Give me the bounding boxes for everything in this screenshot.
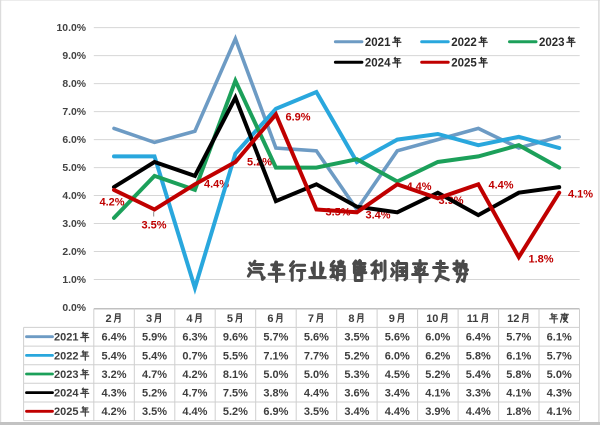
svg-text:5.2%: 5.2% xyxy=(142,388,167,400)
svg-text:7.0%: 7.0% xyxy=(62,107,86,118)
svg-text:4.1%: 4.1% xyxy=(568,188,593,200)
svg-text:9.0%: 9.0% xyxy=(62,51,86,62)
svg-text:4.0%: 4.0% xyxy=(62,191,86,202)
svg-text:6.9%: 6.9% xyxy=(263,406,288,418)
svg-text:6.1%: 6.1% xyxy=(506,350,531,362)
svg-text:4.4%: 4.4% xyxy=(488,179,513,191)
svg-text:3.6%: 3.6% xyxy=(344,388,369,400)
svg-text:6.4%: 6.4% xyxy=(101,332,126,344)
svg-text:5.7%: 5.7% xyxy=(547,350,572,362)
svg-text:7: 7 xyxy=(308,313,314,325)
svg-text:0.7%: 0.7% xyxy=(182,350,207,362)
svg-text:5.6%: 5.6% xyxy=(304,332,329,344)
svg-text:8: 8 xyxy=(348,313,354,325)
svg-text:3.5%: 3.5% xyxy=(344,332,369,344)
svg-text:3.0%: 3.0% xyxy=(62,219,86,230)
svg-text:2025: 2025 xyxy=(54,406,78,418)
svg-text:5: 5 xyxy=(227,313,233,325)
svg-text:7.1%: 7.1% xyxy=(263,350,288,362)
svg-text:4.3%: 4.3% xyxy=(101,388,126,400)
svg-text:5.0%: 5.0% xyxy=(547,369,572,381)
svg-text:6.0%: 6.0% xyxy=(385,350,410,362)
svg-text:2024: 2024 xyxy=(365,57,391,69)
svg-text:2024: 2024 xyxy=(54,388,79,400)
svg-text:5.2%: 5.2% xyxy=(344,350,369,362)
svg-text:6.0%: 6.0% xyxy=(62,135,86,146)
svg-text:4.2%: 4.2% xyxy=(99,196,124,208)
svg-text:4.1%: 4.1% xyxy=(425,388,450,400)
svg-text:5.6%: 5.6% xyxy=(385,332,410,344)
svg-text:7.5%: 7.5% xyxy=(223,388,248,400)
svg-text:5.5%: 5.5% xyxy=(223,350,248,362)
svg-text:3.3%: 3.3% xyxy=(466,388,491,400)
svg-text:4.4%: 4.4% xyxy=(466,406,491,418)
svg-text:2025: 2025 xyxy=(451,57,477,69)
svg-text:4.2%: 4.2% xyxy=(182,369,207,381)
svg-text:4.7%: 4.7% xyxy=(142,369,167,381)
svg-text:5.2%: 5.2% xyxy=(425,369,450,381)
svg-text:5.8%: 5.8% xyxy=(506,369,531,381)
svg-text:5.4%: 5.4% xyxy=(142,350,167,362)
svg-text:4.4%: 4.4% xyxy=(182,406,207,418)
svg-text:8.1%: 8.1% xyxy=(223,369,248,381)
svg-text:6.3%: 6.3% xyxy=(182,332,207,344)
svg-text:4: 4 xyxy=(186,313,193,325)
svg-text:3.5%: 3.5% xyxy=(142,406,167,418)
svg-text:5.0%: 5.0% xyxy=(304,369,329,381)
svg-text:3: 3 xyxy=(146,313,152,325)
svg-text:5.2%: 5.2% xyxy=(223,406,248,418)
svg-text:4.1%: 4.1% xyxy=(547,406,572,418)
svg-text:10.0%: 10.0% xyxy=(57,23,86,34)
svg-text:2021: 2021 xyxy=(54,332,78,344)
svg-text:2022: 2022 xyxy=(451,37,477,49)
svg-text:3.5%: 3.5% xyxy=(304,406,329,418)
svg-text:5.7%: 5.7% xyxy=(263,332,288,344)
svg-text:8.0%: 8.0% xyxy=(62,79,86,90)
svg-text:4.1%: 4.1% xyxy=(506,388,531,400)
svg-text:4.4%: 4.4% xyxy=(204,178,229,190)
svg-text:5.7%: 5.7% xyxy=(506,332,531,344)
svg-text:5.4%: 5.4% xyxy=(101,350,126,362)
svg-text:9.6%: 9.6% xyxy=(223,332,248,344)
svg-text:5.0%: 5.0% xyxy=(62,163,86,174)
svg-text:2.0%: 2.0% xyxy=(62,247,86,258)
svg-text:7.7%: 7.7% xyxy=(304,350,329,362)
svg-text:10: 10 xyxy=(426,313,438,325)
svg-text:12: 12 xyxy=(507,313,519,325)
svg-text:1.8%: 1.8% xyxy=(528,253,553,265)
svg-text:5.8%: 5.8% xyxy=(466,350,491,362)
svg-text:11: 11 xyxy=(467,313,479,325)
svg-text:3.5%: 3.5% xyxy=(141,219,166,231)
svg-text:4.2%: 4.2% xyxy=(101,406,126,418)
svg-text:4.4%: 4.4% xyxy=(385,406,410,418)
svg-text:6.9%: 6.9% xyxy=(285,111,310,123)
svg-text:2023: 2023 xyxy=(539,37,565,49)
svg-text:1.0%: 1.0% xyxy=(62,275,86,286)
svg-text:2023: 2023 xyxy=(54,369,78,381)
svg-text:4.4%: 4.4% xyxy=(304,388,329,400)
svg-text:9: 9 xyxy=(389,313,395,325)
svg-text:4.5%: 4.5% xyxy=(385,369,410,381)
svg-text:5.9%: 5.9% xyxy=(142,332,167,344)
svg-text:6.4%: 6.4% xyxy=(466,332,491,344)
svg-text:6.2%: 6.2% xyxy=(425,350,450,362)
svg-text:2021: 2021 xyxy=(365,37,391,49)
svg-text:2: 2 xyxy=(106,313,112,325)
svg-text:3.8%: 3.8% xyxy=(263,388,288,400)
svg-text:4.7%: 4.7% xyxy=(182,388,207,400)
svg-text:2022: 2022 xyxy=(54,350,78,362)
svg-text:5.3%: 5.3% xyxy=(344,369,369,381)
svg-text:6.0%: 6.0% xyxy=(425,332,450,344)
svg-text:3.4%: 3.4% xyxy=(344,406,369,418)
svg-text:1.8%: 1.8% xyxy=(506,406,531,418)
svg-text:4.3%: 4.3% xyxy=(547,388,572,400)
svg-text:3.2%: 3.2% xyxy=(101,369,126,381)
svg-text:3.9%: 3.9% xyxy=(425,406,450,418)
svg-text:5.0%: 5.0% xyxy=(263,369,288,381)
svg-text:6.1%: 6.1% xyxy=(547,332,572,344)
svg-text:3.4%: 3.4% xyxy=(385,388,410,400)
svg-text:5.4%: 5.4% xyxy=(466,369,491,381)
svg-text:6: 6 xyxy=(267,313,273,325)
svg-text:0.0%: 0.0% xyxy=(62,303,86,314)
